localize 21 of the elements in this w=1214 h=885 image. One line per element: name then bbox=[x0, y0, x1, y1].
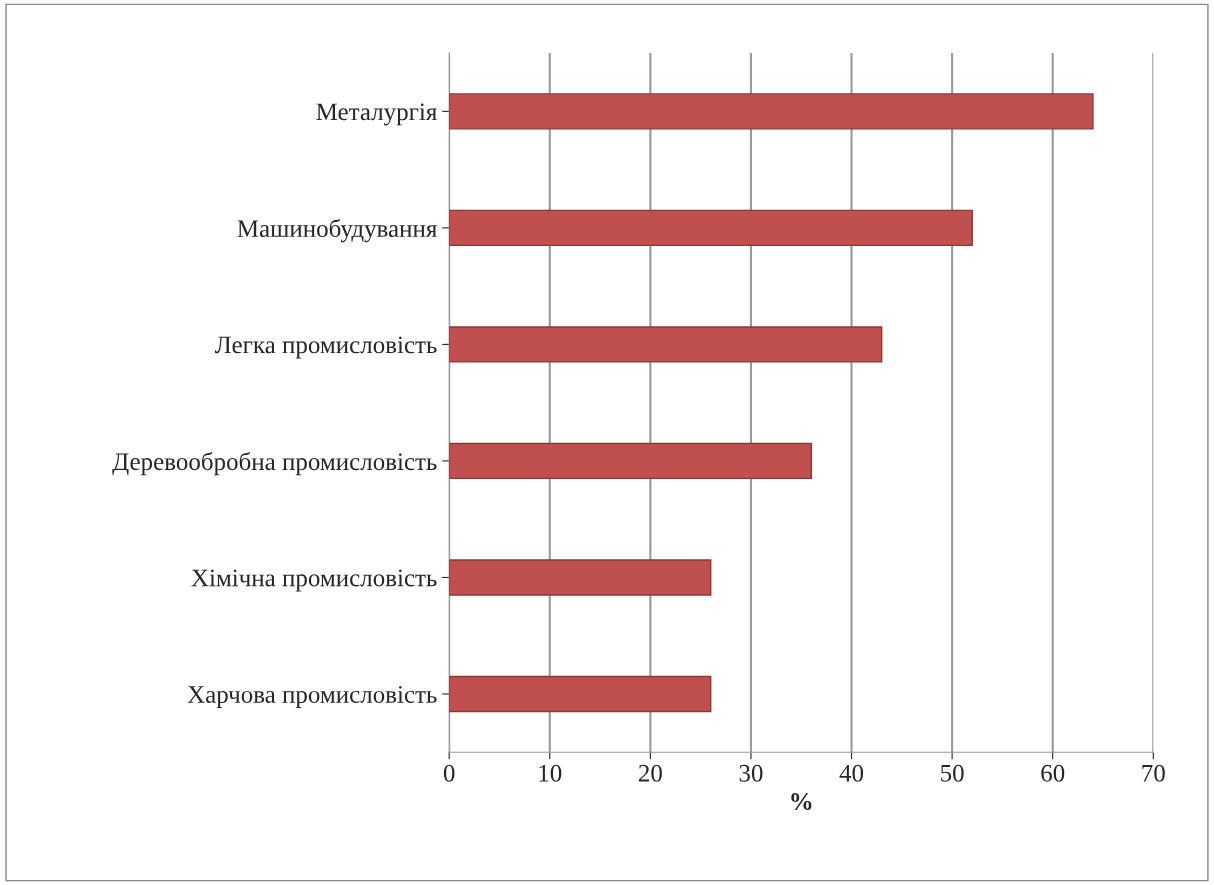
bar bbox=[449, 209, 973, 247]
x-tick-label: 20 bbox=[638, 764, 662, 782]
x-tick-label: 50 bbox=[941, 764, 964, 782]
x-tick-label: 30 bbox=[739, 764, 763, 782]
y-tick-label: Хімічна промисловість bbox=[191, 569, 437, 592]
x-tick-label: 10 bbox=[539, 764, 562, 782]
x-tick-label: 60 bbox=[1041, 764, 1065, 782]
y-tick-label: Деревообробна промисловість bbox=[112, 451, 437, 476]
bar bbox=[449, 559, 712, 596]
x-tick-label: 70 bbox=[1142, 764, 1165, 782]
y-tick-label: Металургія bbox=[316, 103, 437, 126]
bar bbox=[449, 326, 883, 363]
x-tick-label: 40 bbox=[839, 764, 864, 782]
x-axis-title: % bbox=[791, 793, 812, 810]
bar bbox=[449, 442, 812, 480]
bar bbox=[449, 93, 1094, 130]
y-tick-label: Харчова промисловість bbox=[187, 686, 437, 708]
x-tick-label: 0 bbox=[443, 764, 455, 782]
y-tick-label: Легка промисловість bbox=[214, 336, 437, 359]
y-tick-label: Машинобудування bbox=[237, 218, 437, 243]
bar bbox=[449, 675, 712, 713]
